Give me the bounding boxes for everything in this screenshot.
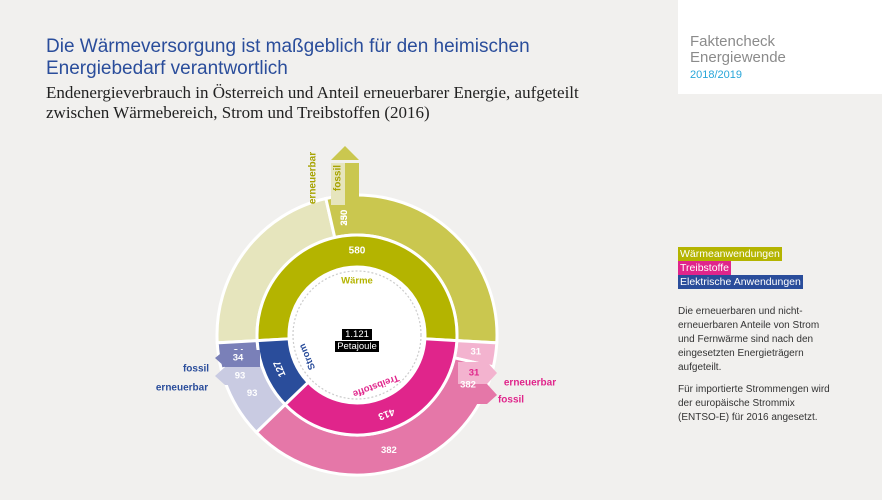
callout-label-strom-erneuerbar: erneuerbar: [156, 383, 208, 394]
callout-waerme-erneuerbar-bar: [331, 163, 345, 205]
callout-value-treib-fossil: 382: [460, 380, 476, 391]
inner-slice-strom: [255, 337, 311, 407]
callout-waerme-arrow: [331, 146, 359, 160]
brand-line2: Energiewende: [690, 49, 786, 66]
callout-waerme-fossil-bar: [345, 163, 359, 205]
callout-value-treib-erneuerbar: 31: [469, 368, 480, 379]
legend-item-strom: Elektrische Anwendungen: [678, 275, 803, 289]
callout-label-treib-fossil: fossil: [498, 395, 524, 406]
outer-value-wärme-fossil: 330: [339, 210, 350, 226]
brand-line1: Faktencheck: [690, 33, 776, 50]
outer-value-treibstoffe-erneuerbar: 31: [470, 347, 481, 358]
total-unit-bg: [335, 341, 379, 352]
note-import: Für importierte Strommengen wird der eur…: [678, 384, 830, 423]
outer-value-strom-erneuerbar: 93: [247, 388, 258, 399]
callout-label-treib-erneuerbar: erneuerbar: [504, 378, 556, 389]
page-subtitle: Endenergieverbrauch in Österreich und An…: [46, 83, 579, 122]
legend-item-treibstoffe: Treibstoffe: [678, 261, 732, 275]
callout-label-waerme-erneuerbar: erneuerbar: [308, 152, 319, 204]
callout-label-strom-fossil: fossil: [183, 364, 209, 375]
outer-value-treibstoffe-fossil: 382: [381, 445, 397, 456]
total-unit: Petajoule: [337, 341, 377, 352]
callout-treib-fossil-arrow: [458, 384, 497, 404]
outer-value-wärme-erneuerbar: 250: [339, 210, 350, 226]
callout-label-waerme-fossil: fossil: [333, 165, 344, 191]
callout-value-strom-fossil: 34: [233, 353, 244, 364]
callout-strom-fossil-arrow: [215, 350, 260, 367]
callout-strom-erneuerbar-arrow: [215, 367, 260, 385]
inner-name-wärme: Wärme: [341, 276, 373, 287]
brand-years: 2018/2019: [690, 69, 742, 81]
inner-slice-treibstoffe: [282, 337, 459, 437]
callout-value-strom-erneuerbar: 93: [235, 371, 246, 382]
total-value: 1.121: [345, 329, 369, 340]
inner-value-wärme: 580: [349, 246, 366, 257]
total-value-bg: [342, 329, 372, 340]
inner-slice-wärme: [255, 233, 459, 343]
legend-item-waerme: Wärmeanwendungen: [678, 247, 782, 261]
page-title: Die Wärmeversorgung ist maßgeblich für d…: [46, 36, 530, 79]
note-shares: Die erneuerbaren und nicht-erneuerbaren …: [678, 306, 820, 373]
callout-treib-erneuerbar-arrow: [458, 362, 497, 384]
brand-box: Faktencheck Energiewende 2018/2019: [678, 0, 882, 94]
